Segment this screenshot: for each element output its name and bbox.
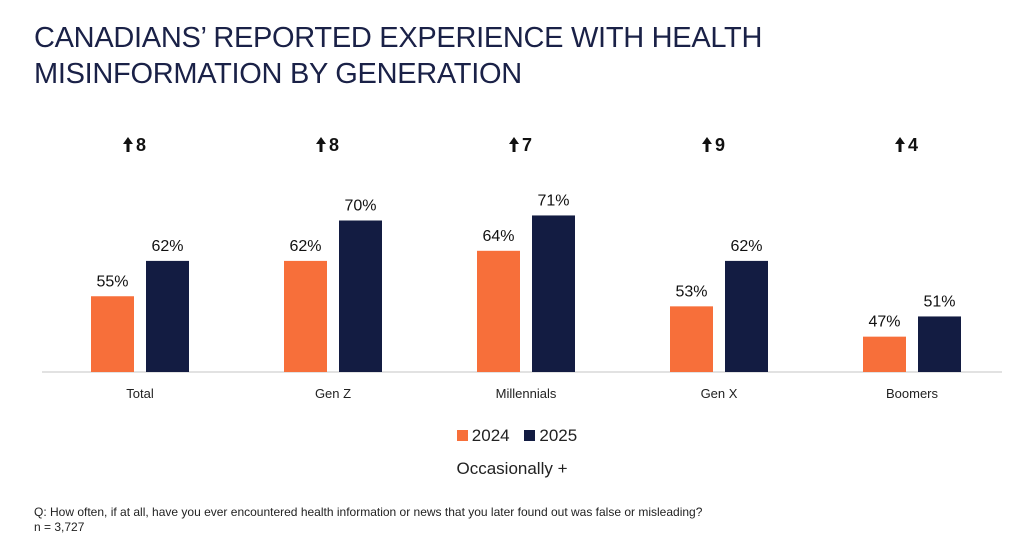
data-label: 62% <box>289 238 321 255</box>
sample-size: n = 3,727 <box>34 520 85 534</box>
category-label: Millennials <box>496 386 557 401</box>
arrow-up-icon <box>316 137 326 152</box>
bar-2025-gen-x <box>725 260 768 372</box>
bar-2024-gen-z <box>284 260 327 372</box>
bar-chart: 55% 62% Total 8 62% 70% Gen Z 8 64% 71% Millennial… <box>42 135 1002 401</box>
change-annotation: 4 <box>895 135 918 155</box>
bar-2025-gen-z <box>339 220 382 372</box>
arrow-up-icon <box>702 137 712 152</box>
question-text: Q: How often, if at all, have you ever e… <box>34 505 703 519</box>
arrow-up-icon <box>895 137 905 152</box>
change-value: 8 <box>329 135 339 155</box>
data-label: 62% <box>730 238 762 255</box>
data-label: 55% <box>96 273 128 290</box>
category-label: Gen X <box>701 386 738 401</box>
legend: 2024 2025 <box>0 426 1024 446</box>
data-label: 62% <box>151 238 183 255</box>
change-value: 9 <box>715 135 725 155</box>
data-label: 70% <box>344 198 376 215</box>
change-value: 4 <box>908 135 918 155</box>
bar-2024-gen-x <box>670 306 713 372</box>
change-annotation: 8 <box>316 135 339 155</box>
data-label: 53% <box>675 283 707 300</box>
category-label: Total <box>126 386 154 401</box>
bar-2025-boomers <box>918 316 961 372</box>
change-annotation: 7 <box>509 135 532 155</box>
data-label: 71% <box>537 192 569 209</box>
footnote: Q: How often, if at all, have you ever e… <box>34 505 702 535</box>
bar-2025-total <box>146 260 189 372</box>
change-value: 7 <box>522 135 532 155</box>
data-label: 47% <box>868 314 900 331</box>
change-annotation: 9 <box>702 135 725 155</box>
legend-label-2024: 2024 <box>471 426 510 445</box>
category-label: Boomers <box>886 386 939 401</box>
legend-swatch-2024 <box>456 430 468 441</box>
bar-2024-boomers <box>863 336 906 372</box>
legend-label-2025: 2025 <box>539 426 578 445</box>
data-label: 51% <box>923 293 955 310</box>
bar-2024-total <box>91 296 134 372</box>
change-value: 8 <box>136 135 146 155</box>
chart-subtitle: Occasionally + <box>456 459 568 478</box>
chart-title: CANADIANS’ REPORTED EXPERIENCE WITH HEAL… <box>34 22 763 90</box>
legend-swatch-2025 <box>524 430 536 441</box>
arrow-up-icon <box>123 137 133 152</box>
arrow-up-icon <box>509 137 519 152</box>
bar-2025-millennials <box>532 215 575 372</box>
bar-2024-millennials <box>477 250 520 372</box>
data-label: 64% <box>482 228 514 245</box>
category-label: Gen Z <box>315 386 351 401</box>
change-annotation: 8 <box>123 135 146 155</box>
